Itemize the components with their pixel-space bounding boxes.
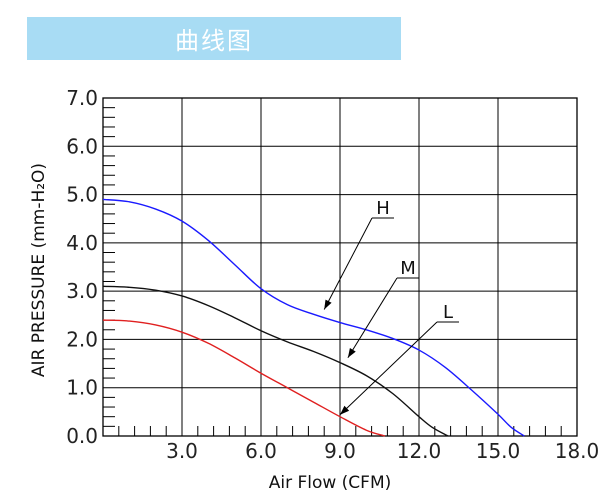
leader-line-h (323, 217, 373, 310)
chart-title-banner: 曲线图 (27, 17, 401, 60)
x-tick-label: 15.0 (476, 439, 521, 463)
series-label-h: H (376, 198, 390, 219)
tick-labels: 0.0 1.0 2.0 3.0 4.0 5.0 6.0 7.0 3.0 6.0 9.0 12.0 15.… (66, 86, 599, 463)
x-tick-label: 6.0 (245, 439, 277, 463)
curves (102, 198, 525, 437)
series-label-m: M (400, 258, 416, 279)
series-label-l: L (443, 302, 453, 323)
x-tick-label: 12.0 (397, 439, 442, 463)
y-tick-label: 4.0 (66, 231, 98, 255)
y-tick-label: 7.0 (66, 86, 98, 110)
grid-lines (102, 97, 578, 437)
series-line-l (102, 319, 385, 437)
x-tick-label: 18.0 (555, 439, 600, 463)
y-tick-label: 1.0 (66, 376, 98, 400)
series-line-h (102, 198, 525, 437)
y-tick-label: 6.0 (66, 134, 98, 158)
leader-line-m (347, 277, 398, 359)
x-axis-title: Air Flow (CFM) (269, 473, 392, 493)
y-tick-label: 0.0 (66, 424, 98, 448)
arrowhead-l (340, 405, 350, 415)
arrowhead-h (324, 299, 332, 310)
x-tick-label: 3.0 (166, 439, 198, 463)
y-tick-label: 5.0 (66, 183, 98, 207)
curve-pointers: H M L (323, 198, 459, 416)
chart-title: 曲线图 (175, 27, 253, 55)
leader-line-l (339, 321, 438, 416)
x-tick-label: 9.0 (324, 439, 356, 463)
arrowhead-m (347, 347, 356, 358)
minor-ticks (103, 107, 562, 436)
y-axis-title: AIR PRESSURE (mm-H₂O) (29, 163, 49, 377)
y-tick-label: 3.0 (66, 279, 98, 303)
series-line-m (102, 285, 449, 437)
y-tick-label: 2.0 (66, 327, 98, 351)
